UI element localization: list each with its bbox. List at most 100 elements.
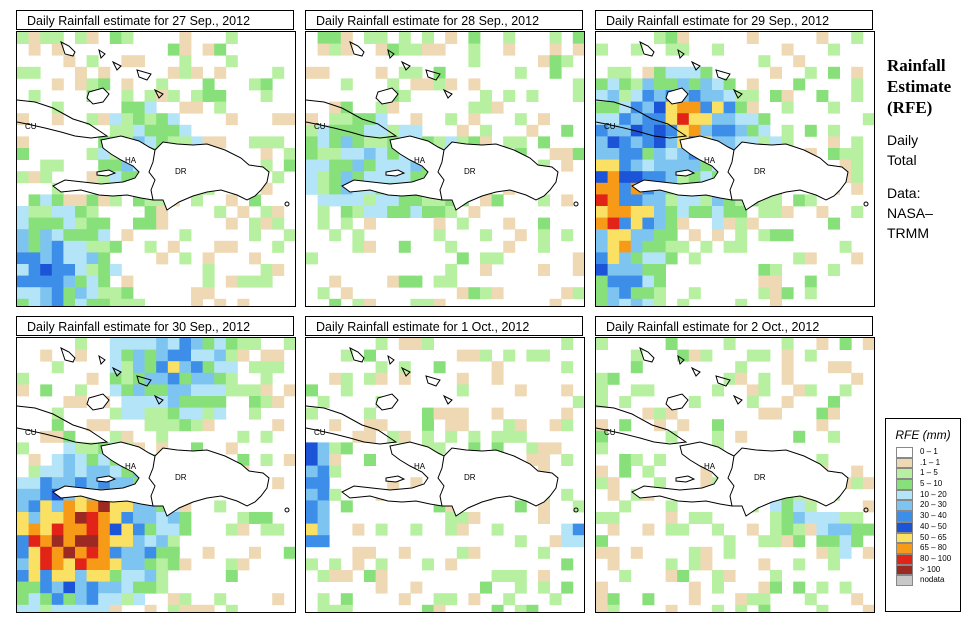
rain-cell — [561, 384, 574, 397]
rain-cell — [260, 264, 273, 276]
rain-cell — [306, 512, 318, 524]
product-title: Rainfall Estimate (RFE) — [887, 55, 967, 118]
legend-entry: 65 – 80 — [896, 543, 960, 554]
rain-cell — [480, 194, 492, 207]
rain-cell — [514, 535, 527, 548]
rain-cell — [329, 454, 342, 466]
rain-cell — [851, 477, 864, 490]
rain-cell — [283, 384, 295, 397]
rain-cell — [121, 78, 134, 91]
rain-cell — [642, 148, 655, 160]
legend-label: .1 – 1 — [920, 457, 941, 467]
rain-cell — [272, 264, 285, 276]
rain-cell — [561, 159, 574, 172]
rain-cell — [480, 349, 492, 362]
rain-cell — [98, 113, 111, 126]
rain-cell — [410, 194, 423, 207]
rain-cell — [596, 593, 608, 606]
rain-cell — [237, 349, 250, 362]
rain-cell — [433, 43, 446, 56]
rain-cell — [121, 523, 134, 536]
rain-cell — [862, 523, 874, 536]
rain-cell — [214, 407, 227, 420]
source-text: Data: NASA– TRMM — [887, 185, 933, 241]
rain-cell — [781, 90, 794, 102]
country-label: CU — [604, 122, 616, 131]
rain-cell — [86, 512, 99, 524]
rain-cell — [804, 287, 817, 300]
rain-cell — [712, 570, 724, 582]
rain-cell — [630, 171, 643, 184]
rain-cell — [202, 78, 215, 91]
rain-cell — [526, 604, 539, 612]
rainfall-grid: CU HA DR — [596, 338, 874, 612]
rain-cell — [191, 287, 203, 300]
rain-cell — [51, 512, 64, 524]
rain-cell — [109, 159, 122, 172]
rain-cell — [596, 43, 608, 56]
rain-cell — [225, 361, 238, 374]
rain-cell — [665, 66, 678, 79]
rain-cell — [86, 581, 99, 594]
rain-cell — [17, 512, 29, 524]
rain-cell — [340, 148, 353, 160]
rain-cell — [410, 78, 423, 91]
rain-cell — [758, 55, 771, 68]
rain-cell — [28, 298, 41, 306]
rain-cell — [607, 275, 620, 288]
rain-cell — [630, 252, 643, 265]
rain-cell — [98, 298, 111, 306]
legend-label: > 100 — [920, 564, 941, 574]
rain-cell — [17, 136, 29, 149]
rain-cell — [249, 229, 261, 242]
rain-cell — [538, 55, 550, 68]
rain-cell — [665, 194, 678, 207]
rain-cell — [654, 287, 666, 300]
rain-cell — [375, 159, 388, 172]
panel-1-oct: Daily Rainfall estimate for 1 Oct., 2012… — [305, 316, 585, 613]
rain-cell — [179, 338, 192, 350]
rain-cell — [28, 581, 41, 594]
rain-cell — [491, 252, 504, 265]
rain-cell — [642, 298, 655, 306]
rain-cell — [468, 113, 481, 126]
rain-cell — [654, 275, 666, 288]
rain-cell — [51, 78, 64, 91]
rain-cell — [665, 136, 678, 149]
rain-cell — [723, 240, 736, 253]
rain-cell — [758, 384, 771, 397]
rain-cell — [133, 55, 145, 68]
rain-cell — [433, 217, 446, 230]
legend-label: 5 – 10 — [920, 479, 943, 489]
rain-cell — [249, 275, 261, 288]
rain-cell — [237, 206, 250, 218]
rain-cell — [433, 604, 446, 612]
rain-cell — [17, 275, 29, 288]
rain-cell — [549, 419, 562, 432]
rain-cell — [121, 361, 134, 374]
rainfall-map: CU HA DR — [305, 337, 585, 613]
rain-cell — [596, 372, 608, 385]
rain-cell — [677, 159, 690, 172]
rain-cell — [63, 465, 76, 478]
rain-cell — [433, 298, 446, 306]
rain-cell — [75, 593, 87, 606]
rain-cell — [538, 136, 550, 149]
rain-cell — [456, 407, 469, 420]
rain-cell — [364, 217, 376, 230]
rain-cell — [98, 604, 111, 612]
rain-cell — [86, 217, 99, 230]
rain-cell — [109, 407, 122, 420]
rain-cell — [503, 240, 516, 253]
rain-cell — [862, 546, 874, 559]
rain-cell — [828, 430, 840, 443]
country-label: CU — [314, 428, 326, 437]
rain-cell — [688, 581, 701, 594]
legend-swatch — [896, 500, 913, 512]
rain-cell — [167, 558, 180, 571]
rain-cell — [109, 546, 122, 559]
rain-cell — [317, 32, 330, 44]
rain-cell — [607, 593, 620, 606]
rain-cell — [121, 298, 134, 306]
rain-cell — [75, 298, 87, 306]
